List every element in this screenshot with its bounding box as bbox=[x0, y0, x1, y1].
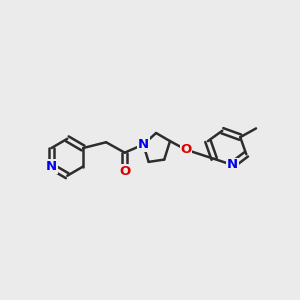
Text: N: N bbox=[138, 138, 149, 151]
Text: O: O bbox=[180, 143, 191, 156]
Text: N: N bbox=[46, 160, 57, 173]
Text: O: O bbox=[119, 165, 130, 178]
Text: N: N bbox=[227, 158, 238, 171]
